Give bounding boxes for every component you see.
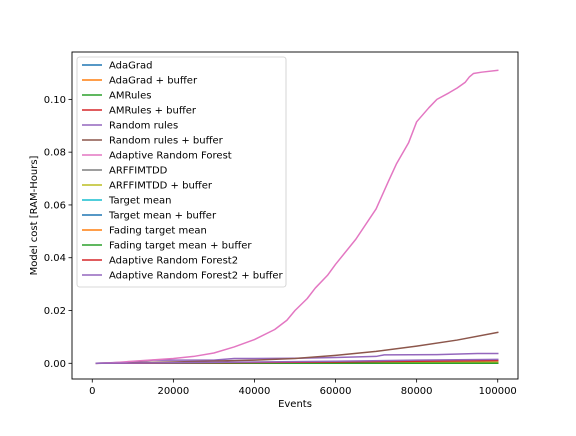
legend-label: Adaptive Random Forest2 + buffer: [109, 271, 284, 282]
y-tick-label: 0.04: [44, 253, 66, 264]
y-tick-label: 0.10: [44, 95, 66, 106]
legend-label: AdaGrad: [109, 61, 152, 72]
legend-label: Random rules: [109, 121, 178, 132]
legend-label: Target mean + buffer: [108, 211, 217, 222]
x-axis: 0 20000 40000 60000 80000 100000: [89, 379, 517, 397]
legend-label: AMRules: [109, 91, 151, 102]
x-tick-label: 40000: [239, 386, 271, 397]
y-tick-label: 0.08: [44, 148, 66, 159]
x-tick-label: 0: [89, 386, 95, 397]
legend-label: Adaptive Random Forest: [109, 151, 232, 162]
y-tick-label: 0.00: [44, 359, 66, 370]
legend-label: Random rules + buffer: [109, 136, 224, 147]
legend-label: ARFFIMTDD + buffer: [109, 181, 213, 192]
x-tick-label: 20000: [157, 386, 189, 397]
legend-label: AMRules + buffer: [109, 106, 197, 117]
legend-label: Adaptive Random Forest2: [109, 256, 238, 267]
y-axis-label: Model cost [RAM-Hours]: [29, 155, 40, 275]
y-tick-label: 0.02: [44, 306, 66, 317]
legend-label: ARFFIMTDD: [109, 166, 168, 177]
x-tick-label: 80000: [401, 386, 433, 397]
x-axis-label: Events: [278, 399, 312, 410]
x-tick-label: 100000: [479, 386, 517, 397]
y-axis: 0.00 0.02 0.04 0.06 0.08 0.10: [44, 95, 72, 370]
legend-label: Fading target mean: [109, 226, 207, 237]
legend-label: AdaGrad + buffer: [109, 76, 198, 87]
legend: AdaGrad AdaGrad + buffer AMRules AMRules + …: [77, 57, 286, 287]
legend-label: Fading target mean + buffer: [109, 241, 252, 252]
legend-label: Target mean: [108, 196, 171, 207]
y-tick-label: 0.06: [44, 200, 66, 211]
x-tick-label: 60000: [320, 386, 352, 397]
